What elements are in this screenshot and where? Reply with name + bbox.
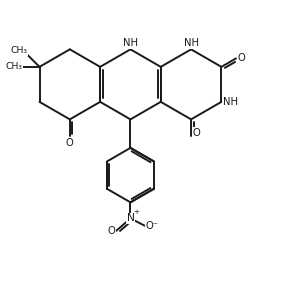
Text: O⁻: O⁻ bbox=[146, 221, 158, 231]
Text: NH: NH bbox=[123, 38, 138, 48]
Text: O: O bbox=[66, 137, 74, 147]
Text: CH₃: CH₃ bbox=[11, 46, 28, 55]
Text: O: O bbox=[237, 54, 245, 63]
Text: N: N bbox=[126, 213, 134, 223]
Text: +: + bbox=[133, 209, 140, 215]
Text: NH: NH bbox=[223, 97, 238, 107]
Text: NH: NH bbox=[183, 38, 198, 48]
Text: O: O bbox=[192, 128, 200, 137]
Text: CH₃: CH₃ bbox=[6, 62, 23, 71]
Text: O: O bbox=[108, 226, 116, 236]
